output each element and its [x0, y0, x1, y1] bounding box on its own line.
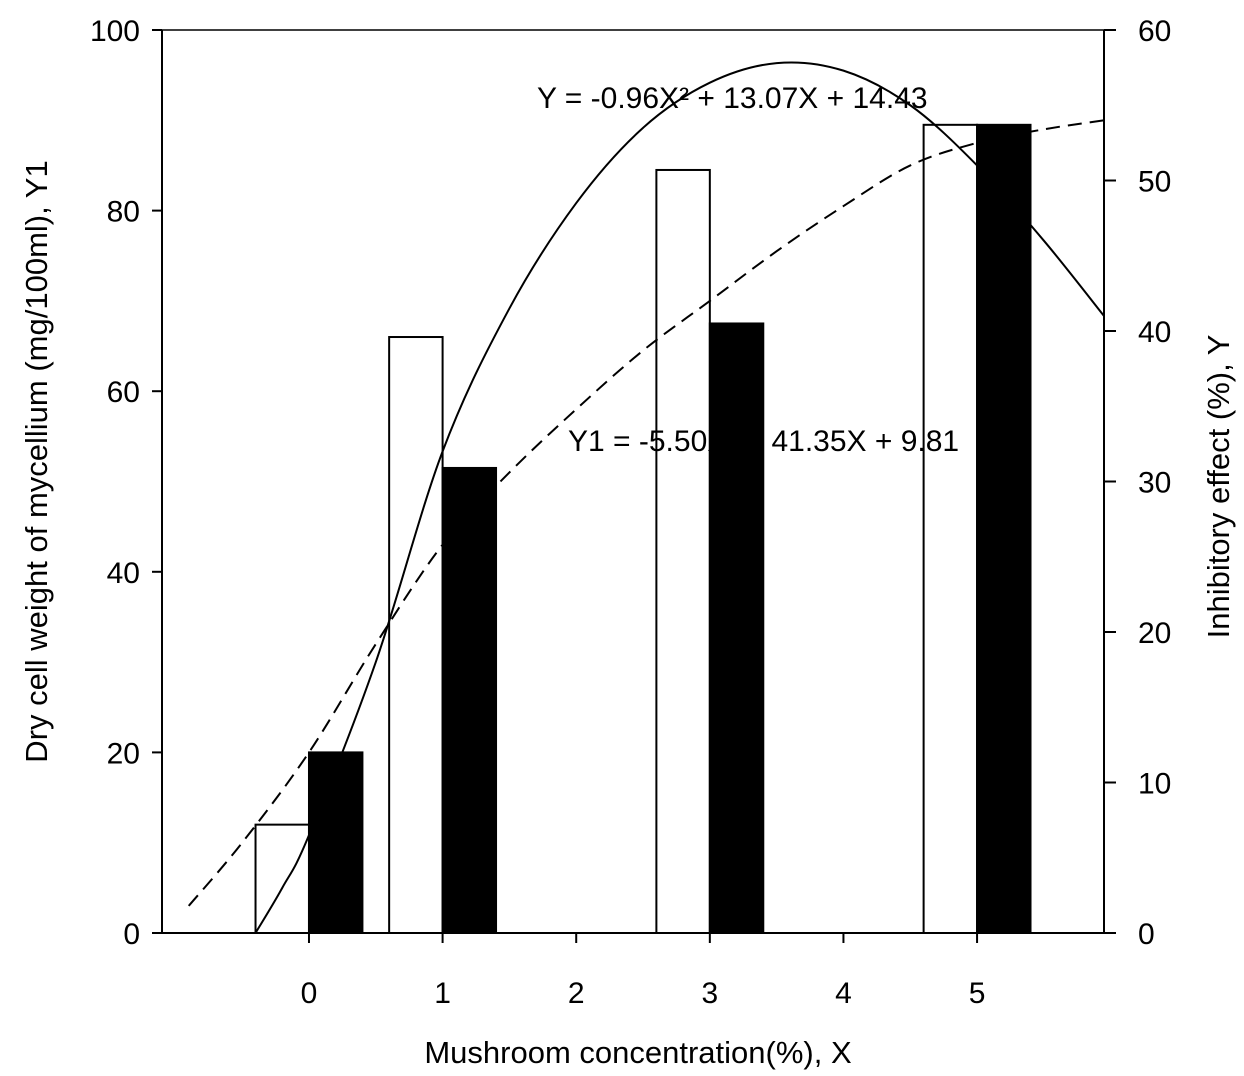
x-tick-label: 3: [701, 977, 718, 1010]
y-left-tick-label: 20: [107, 737, 140, 770]
x-tick-label: 1: [434, 977, 451, 1010]
ticks: 0 20 40 60 80 100 0 10 20 30 40 50 60 0 1 2 3 4 5: [90, 15, 1171, 1010]
curve-solid: [254, 61, 1105, 934]
y-left-tick-label: 40: [107, 557, 140, 590]
bar-black: [441, 466, 498, 934]
equation-y: Y = -0.96X² + 13.07X + 14.43: [537, 82, 928, 115]
x-axis-title: Mushroom concentration(%), X: [424, 1035, 852, 1070]
bar-white: [254, 823, 310, 935]
y-right-tick-label: 20: [1138, 617, 1171, 650]
y-right-tick-label: 40: [1138, 316, 1171, 349]
curves: [187, 61, 1105, 934]
y-right-tick-label: 60: [1138, 15, 1171, 48]
y-right-tick-label: 30: [1138, 467, 1171, 500]
x-tick-label: 2: [568, 977, 585, 1010]
bar-black: [708, 322, 765, 935]
bar-white: [388, 336, 444, 934]
y-right-tick-label: 50: [1138, 166, 1171, 199]
y-left-tick-label: 0: [123, 918, 140, 951]
y-right-tick-label: 10: [1138, 768, 1171, 801]
bar-black: [307, 751, 364, 935]
y-axis-right-title: Inhibitory effect (%), Y: [1201, 335, 1236, 639]
y-axis-left-title: Dry cell weight of mycellium (mg/100ml),…: [19, 160, 54, 762]
y-left-tick-label: 100: [90, 15, 140, 48]
x-tick-label: 5: [969, 977, 986, 1010]
equation-y1: Y1 = -5.50X² + 41.35X + 9.81: [568, 425, 959, 458]
y-right-tick-label: 0: [1138, 918, 1155, 951]
bar-white: [922, 123, 979, 934]
x-tick-label: 0: [301, 977, 318, 1010]
bar-white: [655, 168, 711, 934]
labels: Mushroom concentration(%), X Dry cell we…: [19, 82, 1236, 1070]
bars: [254, 123, 1032, 935]
x-tick-label: 4: [835, 977, 852, 1010]
bar-black: [976, 123, 1032, 934]
curve-dashed: [187, 119, 1105, 907]
y-left-tick-label: 60: [107, 376, 140, 409]
y-left-tick-label: 80: [107, 196, 140, 229]
